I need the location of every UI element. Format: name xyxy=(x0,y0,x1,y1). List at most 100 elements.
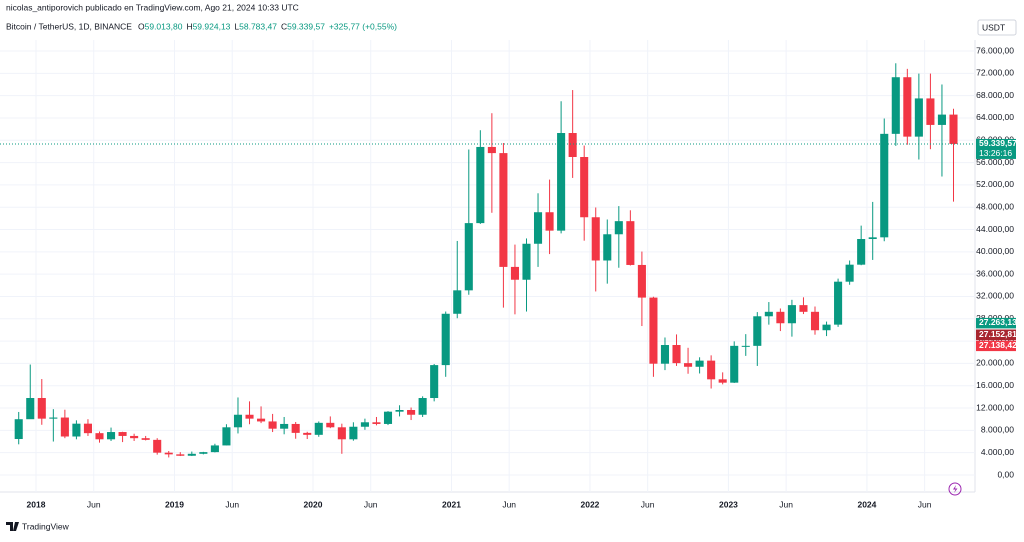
candle-body xyxy=(441,313,450,366)
candle-body xyxy=(176,454,185,456)
candle-body xyxy=(487,146,496,154)
legend-key: O xyxy=(138,21,145,31)
candle-body xyxy=(568,133,577,157)
candle-body xyxy=(637,264,646,298)
candle-body xyxy=(603,234,612,261)
y-tick-label: 76.000,00 xyxy=(976,45,1014,55)
candle-body xyxy=(37,398,46,419)
candle-body xyxy=(776,311,785,324)
candle-body xyxy=(707,360,716,380)
candle-body xyxy=(130,435,139,439)
candle-body xyxy=(499,153,508,267)
y-tick-label: 44.000,00 xyxy=(976,224,1014,234)
candle-body xyxy=(360,422,369,427)
candle-body xyxy=(383,411,393,424)
candle-body xyxy=(937,114,946,125)
legend-value: 59.924,13 xyxy=(193,21,231,31)
candle-body xyxy=(718,379,727,383)
y-tick-label: 24.000,00 xyxy=(976,335,1014,345)
price-tag xyxy=(976,329,1016,341)
candle-body xyxy=(372,422,381,424)
candle-body xyxy=(822,324,831,331)
price-tag-label: 27.152,81 xyxy=(979,329,1017,339)
x-tick-label: 2018 xyxy=(27,499,46,509)
y-tick-label: 36.000,00 xyxy=(976,268,1014,278)
candle-body xyxy=(453,290,462,314)
legend-key: H xyxy=(186,21,192,31)
x-tick-label: 2024 xyxy=(857,499,876,509)
candle-body xyxy=(845,264,854,282)
candle-body xyxy=(741,345,750,347)
candle-body xyxy=(695,360,704,367)
candle-body xyxy=(591,217,600,261)
candle-body xyxy=(349,426,358,440)
alert-bolt xyxy=(953,485,958,493)
candle-body xyxy=(510,266,519,280)
x-tick-label: 2019 xyxy=(165,499,184,509)
currency-button[interactable] xyxy=(977,19,1017,36)
currency-label[interactable]: USDT xyxy=(982,22,1005,32)
x-tick-label: 2021 xyxy=(442,499,461,509)
x-tick-label: Jun xyxy=(918,499,932,509)
legend-value: 59.013,80 xyxy=(145,21,183,31)
candle-body xyxy=(49,417,58,419)
candle-body xyxy=(187,453,196,456)
candle-body xyxy=(95,433,104,440)
y-tick-label: 32.000,00 xyxy=(976,291,1014,301)
candle-body xyxy=(626,221,635,265)
candle-body xyxy=(764,311,773,317)
y-tick-label: 12.000,00 xyxy=(976,402,1014,412)
candle-body xyxy=(926,98,935,125)
candle-body xyxy=(730,345,739,383)
candle-body xyxy=(268,421,277,429)
candle-body xyxy=(210,445,219,453)
x-tick-label: 2020 xyxy=(304,499,323,509)
candle-body xyxy=(337,427,346,440)
candle-body xyxy=(660,345,670,364)
candle-body xyxy=(545,212,554,231)
y-tick-label: 16.000,00 xyxy=(976,380,1014,390)
candle-body xyxy=(880,133,889,238)
legend-key: L xyxy=(234,21,239,31)
candle-body xyxy=(314,422,323,435)
legend-value: 58.783,47 xyxy=(239,21,277,31)
publisher-line: nicolas_antiporovich publicado en Tradin… xyxy=(6,2,299,12)
candle-body xyxy=(60,417,69,437)
candle-body xyxy=(684,363,693,367)
brand-name: TradingView xyxy=(22,521,70,531)
candle-body xyxy=(153,439,162,453)
candle-body xyxy=(257,418,266,422)
candle-body xyxy=(834,281,843,325)
candle-body xyxy=(787,305,796,324)
candle-body xyxy=(141,438,150,440)
x-tick-label: Jun xyxy=(364,499,378,509)
candle-body xyxy=(418,398,427,415)
y-tick-label: 52.000,00 xyxy=(976,179,1014,189)
candle-body xyxy=(14,419,23,440)
legend-value: 59.339,57 xyxy=(287,21,325,31)
candle-body xyxy=(903,77,912,137)
brand-logo xyxy=(6,522,19,531)
candle-body xyxy=(326,422,335,428)
candle-body xyxy=(106,432,116,440)
candle-body xyxy=(614,221,623,235)
x-tick-label: Jun xyxy=(779,499,793,509)
x-tick-label: Jun xyxy=(87,499,101,509)
y-tick-label: 64.000,00 xyxy=(976,112,1014,122)
x-tick-label: 2022 xyxy=(581,499,600,509)
candle-body xyxy=(199,452,208,454)
candle-body xyxy=(753,316,762,346)
candle-body xyxy=(891,77,900,134)
candle-body xyxy=(222,427,231,446)
candle-body xyxy=(164,452,173,455)
price-tag-label: 27.263,13 xyxy=(979,317,1017,327)
candle-body xyxy=(522,243,531,280)
y-tick-label: 40.000,00 xyxy=(976,246,1014,256)
y-tick-label: 8.000,00 xyxy=(981,425,1014,435)
candle-body xyxy=(799,305,808,312)
x-tick-label: Jun xyxy=(502,499,516,509)
price-tag-label: 27.138,42 xyxy=(979,340,1017,350)
alert-icon[interactable] xyxy=(948,482,962,496)
candle-body xyxy=(245,414,254,419)
